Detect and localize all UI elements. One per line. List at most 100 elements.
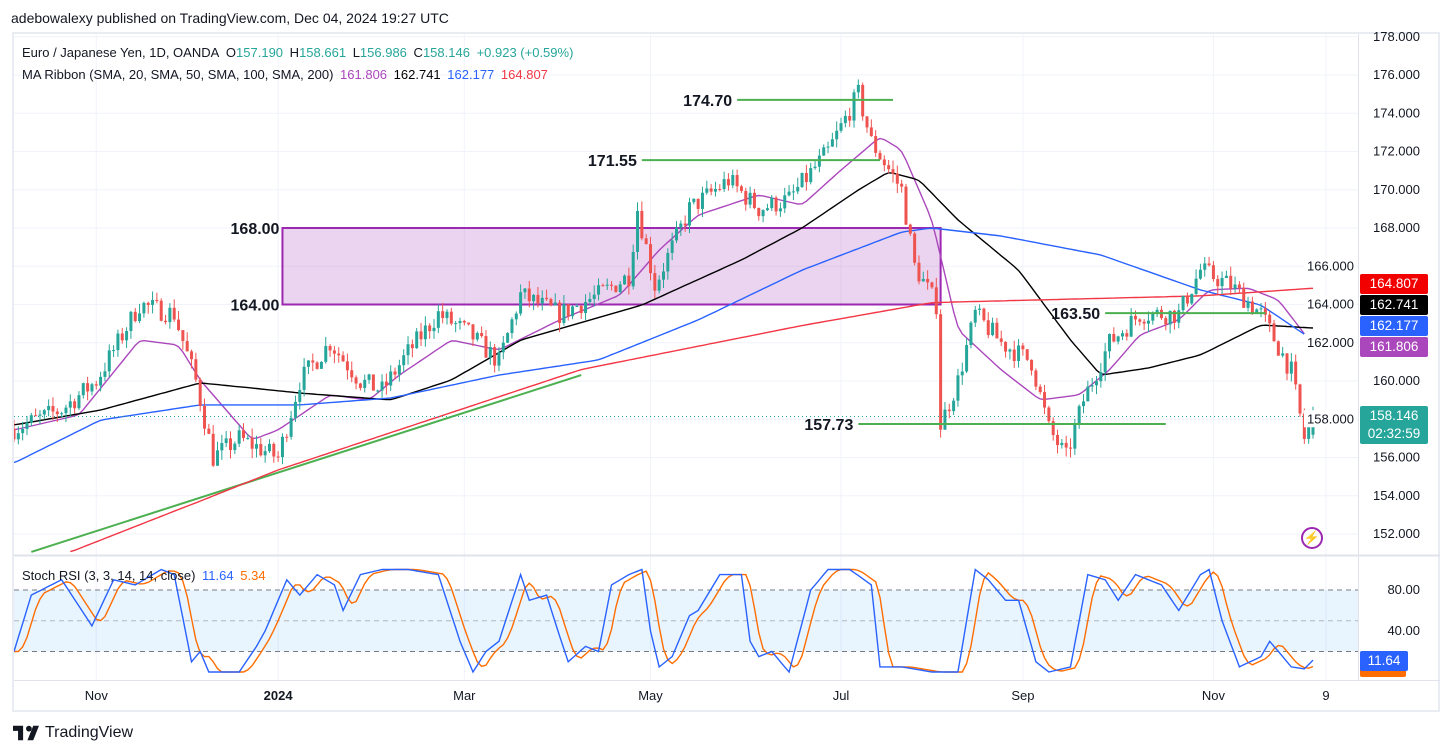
candle bbox=[1107, 333, 1111, 359]
candle bbox=[523, 288, 527, 299]
candle-body bbox=[324, 346, 328, 362]
candle bbox=[454, 320, 458, 333]
candle-body bbox=[566, 304, 570, 317]
lightning-icon[interactable]: ⚡ bbox=[1301, 527, 1323, 549]
candle-body bbox=[713, 188, 717, 192]
candle-body bbox=[826, 146, 830, 148]
candle-body bbox=[943, 409, 947, 430]
candle-body bbox=[757, 207, 761, 217]
candle bbox=[822, 144, 826, 156]
candle bbox=[553, 293, 557, 306]
candle bbox=[610, 281, 614, 291]
candle-body bbox=[649, 244, 653, 274]
candle-body bbox=[354, 377, 358, 384]
candle bbox=[804, 164, 808, 191]
candle bbox=[726, 173, 730, 191]
candle-body bbox=[133, 311, 137, 322]
candle-body bbox=[1056, 435, 1060, 446]
candle bbox=[1268, 311, 1272, 333]
candle-body bbox=[103, 371, 107, 377]
candle bbox=[1099, 363, 1103, 388]
last-price: 158.146 bbox=[1369, 408, 1419, 423]
candle bbox=[917, 255, 921, 285]
candle bbox=[155, 292, 159, 304]
candle-body bbox=[1082, 401, 1086, 407]
candle bbox=[358, 382, 362, 391]
candle bbox=[1285, 353, 1289, 381]
candle bbox=[458, 317, 462, 330]
candle bbox=[272, 442, 276, 463]
candle-body bbox=[164, 320, 168, 323]
candle-body bbox=[631, 251, 635, 287]
symbol-title[interactable]: Euro / Japanese Yen, 1D, OANDA bbox=[22, 45, 220, 60]
candle bbox=[1216, 275, 1220, 294]
candle-body bbox=[402, 355, 406, 366]
candle bbox=[1237, 281, 1241, 294]
price-tick-label: 168.000 bbox=[1373, 220, 1420, 235]
candle-body bbox=[259, 444, 263, 456]
candle bbox=[1211, 260, 1215, 282]
candle-body bbox=[25, 422, 29, 429]
candle bbox=[328, 344, 332, 357]
candle-body bbox=[562, 304, 566, 323]
candle-body bbox=[419, 331, 423, 340]
candle-body bbox=[930, 282, 934, 288]
candle-body bbox=[1224, 275, 1228, 279]
candle-body bbox=[116, 333, 120, 351]
candle-body bbox=[1030, 359, 1034, 371]
candle-body bbox=[1077, 406, 1081, 425]
candle bbox=[138, 303, 142, 324]
candle bbox=[748, 186, 752, 209]
candle bbox=[42, 409, 46, 420]
candle bbox=[1008, 348, 1012, 360]
candle bbox=[566, 303, 570, 321]
candle bbox=[761, 209, 765, 223]
candle-body bbox=[1250, 301, 1254, 314]
candle-body bbox=[168, 307, 172, 323]
candle bbox=[536, 287, 540, 308]
candle-body bbox=[341, 355, 345, 362]
candle-body bbox=[986, 320, 990, 336]
candle bbox=[631, 244, 635, 290]
candle-body bbox=[94, 384, 98, 386]
candle-body bbox=[891, 169, 895, 174]
candle bbox=[60, 411, 64, 417]
stoch-title[interactable]: Stoch RSI (3, 3, 14, 14, close) bbox=[22, 568, 196, 583]
candle bbox=[324, 336, 328, 364]
candle-body bbox=[289, 417, 293, 437]
candle-body bbox=[627, 275, 631, 287]
candle bbox=[532, 293, 536, 310]
candle-body bbox=[705, 188, 709, 193]
candle bbox=[1224, 270, 1228, 279]
candle bbox=[965, 338, 969, 374]
ma20-price-badge: 161.806 bbox=[1360, 337, 1428, 357]
candle bbox=[125, 327, 129, 348]
candle bbox=[895, 165, 899, 194]
candle-body bbox=[735, 175, 739, 187]
candle-body bbox=[973, 309, 977, 323]
candle-body bbox=[1281, 353, 1285, 356]
candle-body bbox=[99, 376, 103, 386]
candle-body bbox=[1259, 308, 1263, 310]
candle bbox=[345, 353, 349, 380]
candle-body bbox=[748, 192, 752, 205]
candle-body bbox=[397, 365, 401, 375]
candle-body bbox=[579, 305, 583, 314]
candle bbox=[475, 331, 479, 342]
candle-body bbox=[458, 320, 462, 324]
candle-body bbox=[1142, 321, 1146, 324]
candle bbox=[1146, 311, 1150, 333]
candle bbox=[1168, 310, 1172, 334]
ma-title[interactable]: MA Ribbon (SMA, 20, SMA, 50, SMA, 100, S… bbox=[22, 67, 334, 82]
candle-body bbox=[488, 347, 492, 358]
footer: TradingView bbox=[13, 724, 133, 742]
candle bbox=[956, 368, 960, 407]
price-tick-label: 156.000 bbox=[1373, 450, 1420, 465]
candle bbox=[713, 181, 717, 197]
candle-body bbox=[501, 342, 505, 353]
candle bbox=[601, 283, 605, 287]
footer-brand[interactable]: TradingView bbox=[45, 724, 134, 741]
candle bbox=[921, 271, 925, 282]
candle-body bbox=[926, 278, 930, 283]
